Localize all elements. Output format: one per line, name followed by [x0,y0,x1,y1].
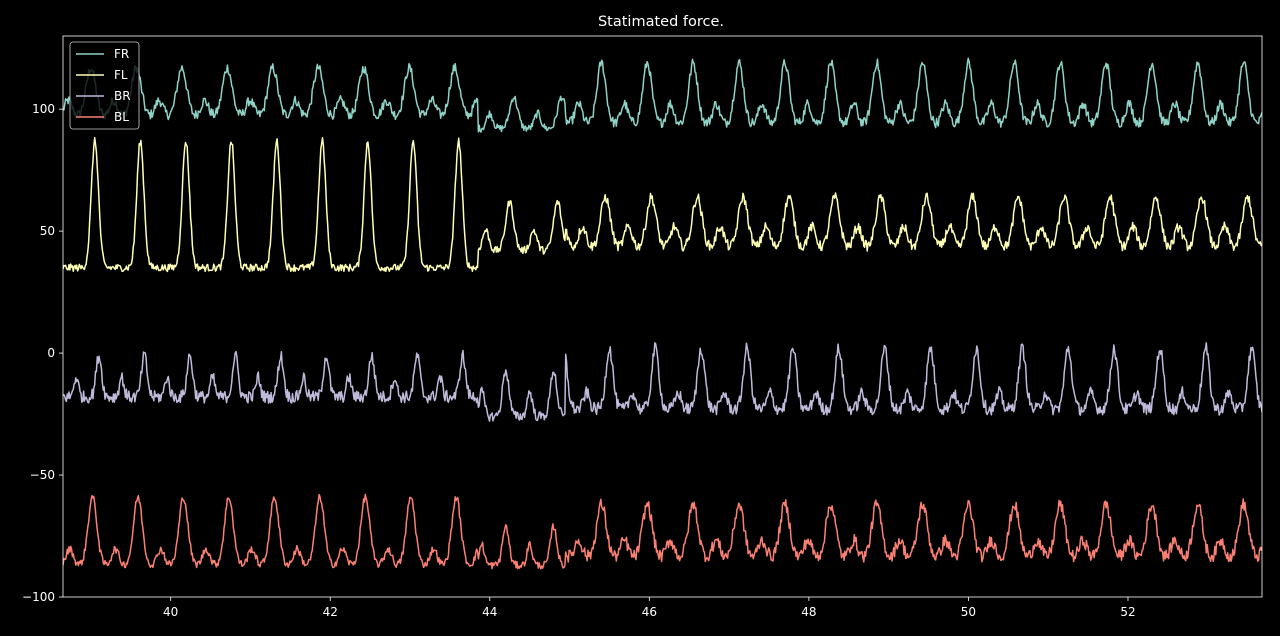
legend: FR FL BR BL [69,41,140,130]
x-tick-label: 46 [642,605,657,619]
legend-label-br: BR [114,89,131,103]
x-tick-label: 52 [1120,605,1135,619]
y-tick-label: −100 [22,590,55,604]
series-line-br [63,342,1262,422]
y-tick-label: 0 [47,346,55,360]
y-tick-label: 50 [40,224,55,238]
chart-title: Statimated force. [598,14,724,30]
legend-label-fl: FL [114,68,128,82]
series-layer [63,57,1262,570]
y-axis: 100 50 0 −50 −100 [22,102,63,604]
plot-frame [62,35,1263,598]
series-line-bl [63,493,1262,570]
legend-label-fr: FR [114,47,129,61]
series-line-fl [63,136,1262,273]
x-tick-label: 42 [323,605,338,619]
legend-box [69,41,140,130]
series-line-fr [63,57,1262,133]
legend-label-bl: BL [114,110,129,124]
x-tick-label: 50 [961,605,976,619]
x-axis: 40 42 44 46 48 50 52 [163,597,1136,619]
x-tick-label: 44 [482,605,497,619]
y-tick-label: −50 [30,468,55,482]
x-tick-label: 48 [801,605,816,619]
x-tick-label: 40 [163,605,178,619]
y-tick-label: 100 [32,102,55,116]
